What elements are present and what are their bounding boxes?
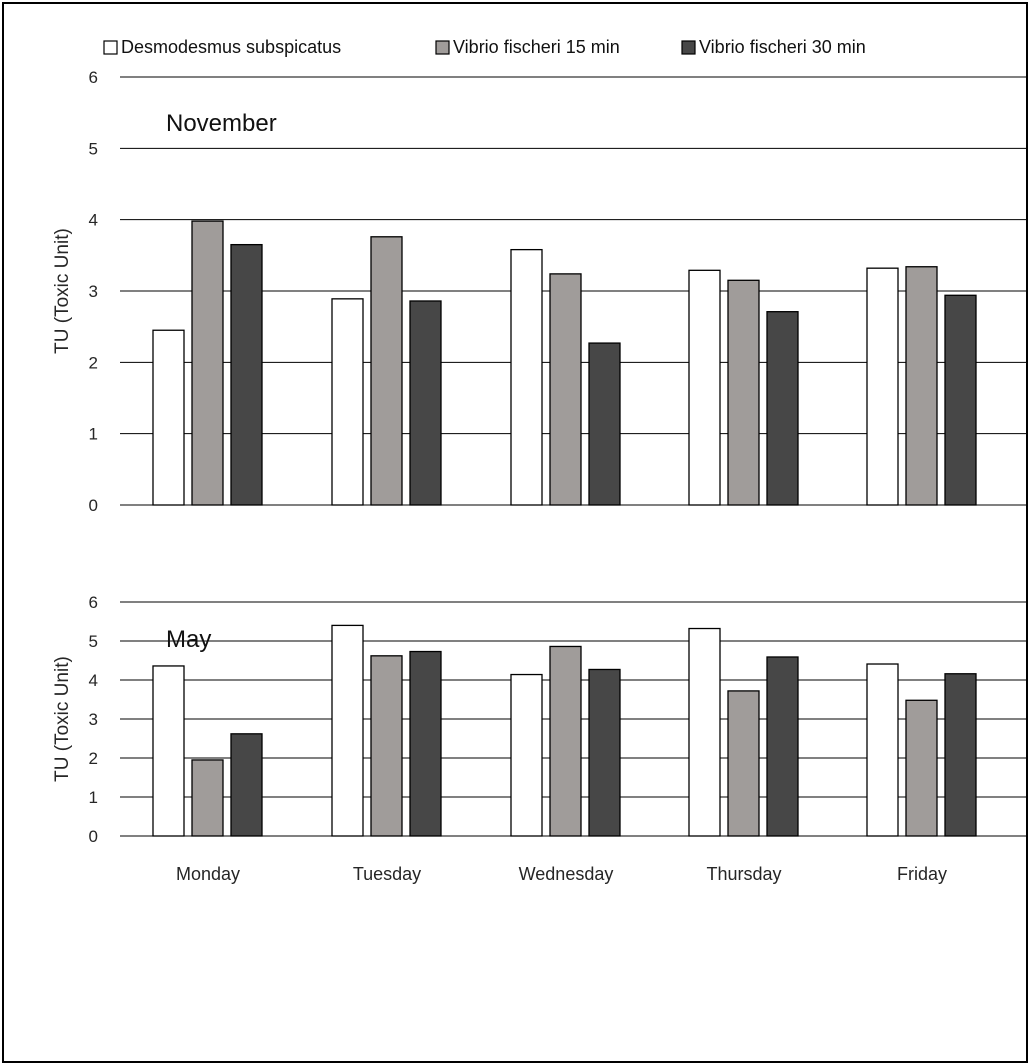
legend-swatch — [681, 40, 696, 55]
chart-canvas: Desmodesmus subspicatus Vibrio fischeri 1… — [52, 37, 1026, 884]
bar — [510, 673, 543, 837]
x-tick-label: Wednesday — [519, 864, 614, 884]
y-tick-label: 3 — [89, 710, 98, 729]
bar — [409, 300, 442, 506]
panel-may: 0 1 2 3 4 5 6 TU (Toxic Unit) May — [52, 593, 1026, 846]
y-axis-label: TU (Toxic Unit) — [52, 228, 73, 354]
bar — [944, 673, 977, 837]
bar — [727, 690, 760, 837]
bar — [409, 650, 442, 837]
y-tick-label: 5 — [89, 139, 98, 158]
bar — [588, 342, 621, 506]
legend-item: Vibrio fischeri 15 min — [435, 37, 620, 57]
bar — [727, 279, 760, 506]
legend-item: Desmodesmus subspicatus — [103, 37, 341, 57]
y-tick-label: 1 — [89, 788, 98, 807]
y-tick-label: 4 — [89, 211, 98, 230]
bar — [866, 663, 899, 837]
legend-swatch — [435, 40, 450, 55]
bar — [370, 236, 403, 506]
bar — [331, 624, 364, 837]
y-axis-label: TU (Toxic Unit) — [52, 656, 73, 782]
y-tick-label: 6 — [89, 593, 98, 612]
bar — [866, 267, 899, 506]
bar — [549, 273, 582, 506]
x-tick-label: Tuesday — [353, 864, 421, 884]
panel-title: May — [166, 626, 211, 653]
bar — [191, 759, 224, 837]
y-tick-label: 0 — [89, 827, 98, 846]
legend: Desmodesmus subspicatus Vibrio fischeri 1… — [103, 37, 866, 57]
y-tick-label: 2 — [89, 353, 98, 372]
bar — [230, 243, 263, 506]
y-tick-label: 4 — [89, 671, 98, 690]
x-tick-label: Monday — [176, 864, 240, 884]
bar — [191, 220, 224, 506]
bar — [766, 311, 799, 506]
legend-label: Vibrio fischeri 30 min — [699, 37, 866, 57]
y-tick-label: 2 — [89, 749, 98, 768]
bar — [331, 298, 364, 506]
y-tick-label: 3 — [89, 282, 98, 301]
y-tick-label: 0 — [89, 496, 98, 515]
y-tick-label: 6 — [89, 68, 98, 87]
panel-title: November — [166, 110, 277, 137]
bar — [688, 269, 721, 506]
bar — [588, 668, 621, 837]
bar — [152, 329, 185, 506]
legend-item: Vibrio fischeri 30 min — [681, 37, 866, 57]
bar — [230, 733, 263, 837]
legend-label: Vibrio fischeri 15 min — [453, 37, 620, 57]
bar — [549, 645, 582, 837]
bar — [510, 248, 543, 506]
legend-label: Desmodesmus subspicatus — [121, 37, 341, 57]
bar — [944, 294, 977, 506]
bar — [152, 665, 185, 837]
bar — [688, 627, 721, 837]
bar — [370, 655, 403, 837]
bar — [766, 656, 799, 837]
x-tick-label: Thursday — [706, 864, 781, 884]
y-tick-label: 1 — [89, 425, 98, 444]
y-tick-label: 5 — [89, 632, 98, 651]
bar — [905, 699, 938, 837]
panel-november: 0 1 2 3 4 5 6 TU (Toxic Unit) November — [52, 68, 1026, 515]
legend-swatch — [103, 40, 118, 55]
x-tick-label: Friday — [897, 864, 947, 884]
bar — [905, 266, 938, 506]
